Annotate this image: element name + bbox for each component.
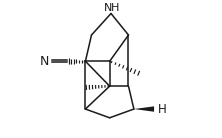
Text: N: N [104, 3, 112, 13]
Polygon shape [134, 106, 154, 112]
Text: N: N [40, 55, 49, 68]
Text: H: H [157, 103, 166, 116]
Text: H: H [111, 3, 119, 13]
